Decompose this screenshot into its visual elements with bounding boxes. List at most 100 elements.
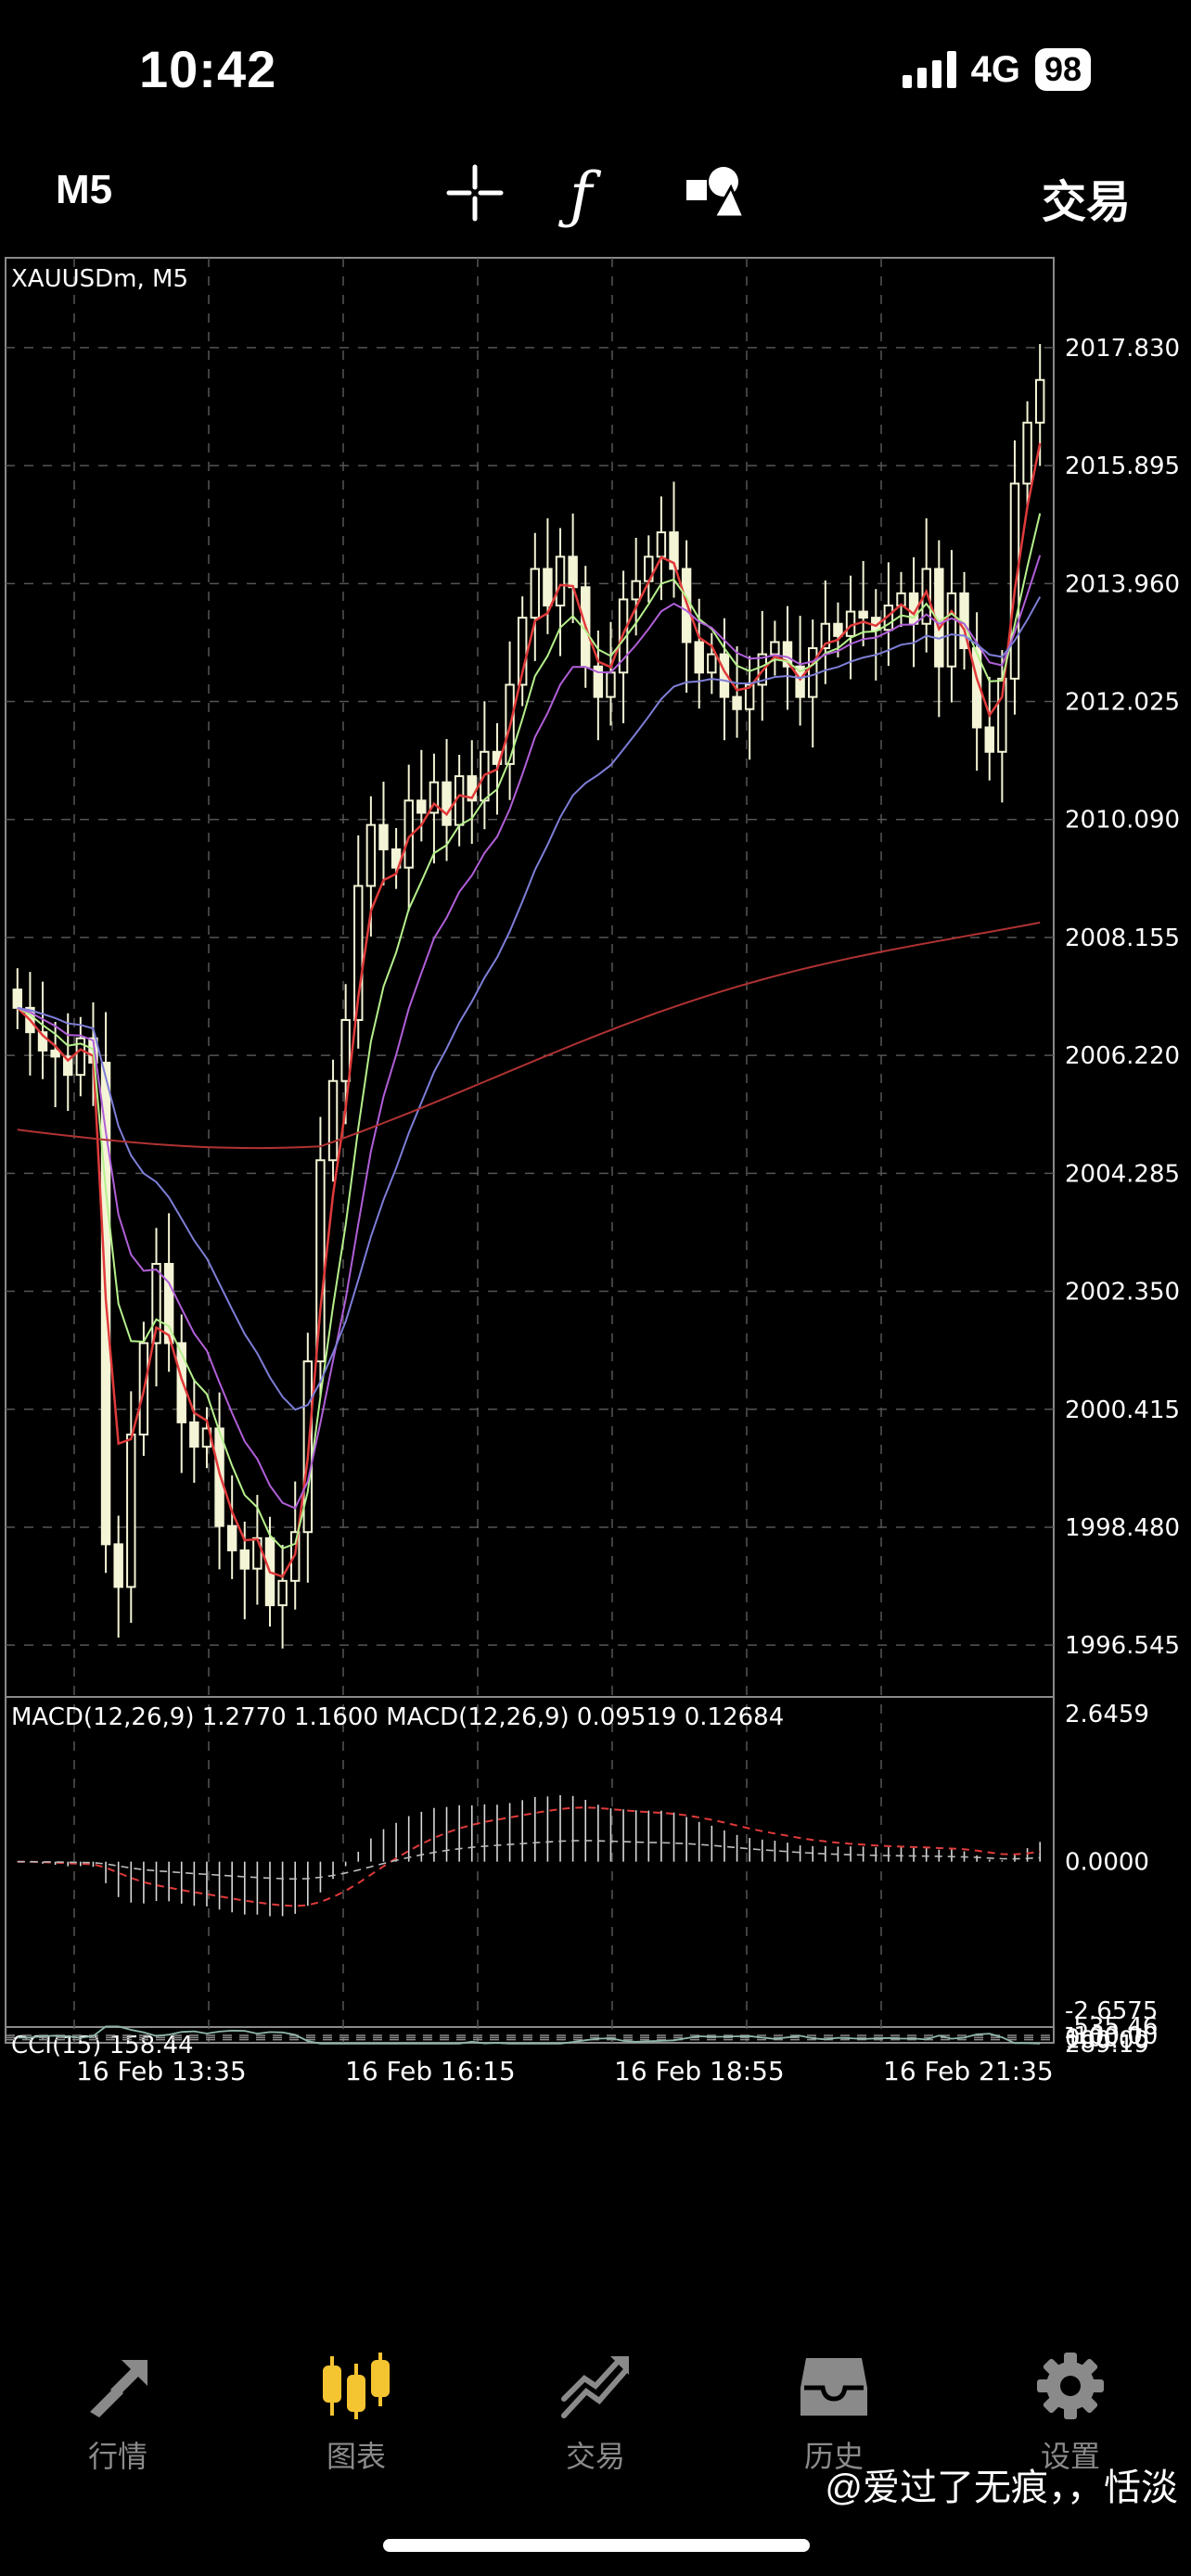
candle-bearish <box>63 1055 73 1077</box>
candle-bullish <box>340 1019 351 1082</box>
candle-bullish <box>1034 378 1045 424</box>
chart-candles-icon <box>323 2353 390 2419</box>
tab-history[interactable]: 历史 <box>741 2351 927 2476</box>
time-tick-label: 16 Feb 21:35 <box>883 2056 1054 2086</box>
cci-tick-label: -100.00 <box>1065 2022 1158 2050</box>
candle-bearish <box>782 641 793 668</box>
candle-bearish <box>416 799 427 814</box>
macd-label: MACD(12,26,9) 1.2770 1.1600 MACD(12,26,9… <box>11 1703 784 1731</box>
candle-bearish <box>37 1031 48 1052</box>
tab-label: 行情 <box>87 2440 147 2473</box>
candle-bearish <box>593 665 604 698</box>
candle-bearish <box>669 531 679 570</box>
price-tick-label: 2012.025 <box>1065 689 1180 717</box>
price-tick-label: 2013.960 <box>1065 570 1180 598</box>
price-tick-label: 2000.415 <box>1065 1396 1180 1424</box>
macd-signal-line <box>17 1806 1041 1907</box>
candle-bullish <box>353 885 364 1022</box>
trade-icon <box>561 2356 629 2418</box>
candle-bullish <box>75 1037 86 1077</box>
candle-bearish <box>176 1342 186 1423</box>
price-tick-label: 2008.155 <box>1065 925 1180 952</box>
objects-icon[interactable] <box>685 163 747 231</box>
watermark-text: @爱过了无痕，，恬淡 <box>825 2468 1178 2508</box>
price-tick-label: 2006.220 <box>1065 1042 1180 1070</box>
price-tick-label: 2004.285 <box>1065 1160 1180 1188</box>
cci-tick-label: 100.00 <box>1065 2027 1149 2055</box>
candle-bearish <box>858 610 868 619</box>
tab-label: 交易 <box>565 2440 625 2473</box>
crosshair-icon[interactable] <box>445 163 505 235</box>
time-tick-label: 16 Feb 18:55 <box>614 2056 785 2086</box>
candle-bullish <box>517 617 528 686</box>
candle-bearish <box>12 988 23 1009</box>
price-tick-label: 2002.350 <box>1065 1279 1180 1307</box>
candle-bearish <box>833 622 843 637</box>
candle-bearish <box>189 1421 199 1448</box>
candle-bullish <box>946 592 957 668</box>
signal-icon <box>902 51 956 88</box>
candle-bullish <box>126 1434 136 1588</box>
candle-bullish <box>151 1262 161 1345</box>
candle-bearish <box>113 1543 123 1588</box>
home-indicator[interactable] <box>383 2539 810 2552</box>
tab-quotes[interactable]: 行情 <box>25 2351 211 2476</box>
bottom-tab-bar: 行情 图表 交易 历史 设置 <box>0 2351 1191 2499</box>
price-chart[interactable]: 2017.830 2015.895 2013.960 2012.025 2010.090… <box>0 255 1191 2295</box>
price-tick-label: 1996.545 <box>1065 1632 1180 1660</box>
tab-label: 历史 <box>803 2440 864 2473</box>
candle-bearish <box>50 1049 60 1058</box>
function-icon[interactable]: ƒ <box>570 159 593 231</box>
candle-bullish <box>656 531 667 558</box>
trade-button[interactable]: 交易 <box>1041 178 1131 227</box>
cci-line <box>17 2025 1041 2045</box>
chart-canvas[interactable]: 2017.830 2015.895 2013.960 2012.025 2010.090… <box>0 255 1191 2295</box>
tab-settings[interactable]: 设置 <box>978 2351 1163 2476</box>
battery-level: 98 <box>1034 48 1091 91</box>
candle-bearish <box>732 695 742 710</box>
status-time: 10:42 <box>139 40 277 98</box>
candle-bullish <box>429 781 440 814</box>
macd-main-line <box>17 1840 1041 1881</box>
candle-bullish <box>770 641 780 656</box>
macd-tick-label: 0.0000 <box>1065 1849 1149 1877</box>
candle-bearish <box>442 781 452 826</box>
tab-label: 图表 <box>326 2440 386 2473</box>
macd-tick-label: -2.6575 <box>1065 1997 1158 2025</box>
status-indicators: 4G 98 <box>902 48 1091 91</box>
candle-bullish <box>707 653 717 674</box>
tab-chart[interactable]: 图表 <box>263 2351 449 2476</box>
quotes-icon <box>90 2360 147 2417</box>
timeframe-button[interactable]: M5 <box>56 167 113 212</box>
candle-bullish <box>1022 421 1032 485</box>
price-tick-label: 2015.895 <box>1065 453 1180 480</box>
ma-fast-line <box>16 442 1042 1578</box>
price-tick-label: 2017.830 <box>1065 335 1180 363</box>
candle-bullish <box>606 671 616 698</box>
cci-tick-label: 0.00 <box>1065 2024 1119 2052</box>
tab-trade[interactable]: 交易 <box>503 2351 688 2476</box>
candle-bullish <box>530 567 541 619</box>
candle-bullish <box>1009 482 1020 680</box>
candle-bearish <box>795 665 805 698</box>
time-tick-label: 16 Feb 13:35 <box>76 2056 247 2086</box>
price-tick-label: 1998.480 <box>1065 1514 1180 1542</box>
cci-tick-label: 289.19 <box>1065 2031 1149 2059</box>
candle-bullish <box>277 1579 288 1607</box>
candle-bullish <box>555 555 566 606</box>
macd-tick-label: 2.6459 <box>1065 1701 1149 1728</box>
candle-bullish <box>820 622 831 650</box>
candle-bearish <box>543 567 553 606</box>
settings-gear-icon <box>1037 2353 1104 2419</box>
candle-bullish <box>631 580 641 601</box>
candle-bearish <box>239 1549 250 1570</box>
ma-blue-line <box>17 596 1042 1411</box>
ma-purple-line <box>17 555 1042 1510</box>
candle-bearish <box>226 1524 237 1551</box>
candle-bearish <box>391 848 402 869</box>
candle-bullish <box>252 1537 263 1570</box>
candle-bearish <box>984 726 994 753</box>
history-icon <box>800 2358 867 2416</box>
tab-label: 设置 <box>1040 2440 1100 2473</box>
ma-slow-line <box>17 921 1041 1150</box>
